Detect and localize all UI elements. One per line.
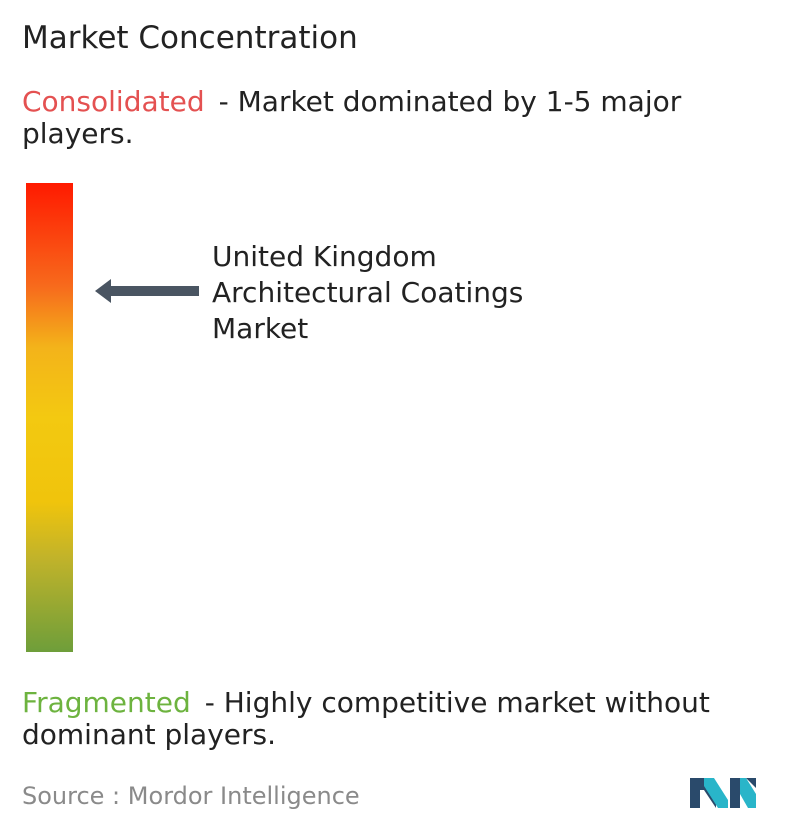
page-title: Market Concentration xyxy=(22,20,358,56)
market-label-line-1: United Kingdom xyxy=(212,240,437,273)
market-position-arrow-icon xyxy=(95,279,199,303)
market-label-line-3: Market xyxy=(212,312,309,345)
consolidated-term: Consolidated xyxy=(22,85,205,118)
mordor-intelligence-logo-icon xyxy=(690,778,756,808)
source-label: Source : xyxy=(22,782,121,810)
fragmented-term: Fragmented xyxy=(22,686,191,719)
concentration-gradient-bar xyxy=(26,183,73,652)
fragmented-text: - Highly competitive market without domi… xyxy=(22,686,710,751)
market-label-line-2: Architectural Coatings xyxy=(212,276,524,309)
source-name: Mordor Intelligence xyxy=(127,782,360,810)
source-credit: Source : Mordor Intelligence xyxy=(22,780,360,812)
consolidated-description: Consolidated - Market dominated by 1-5 ma… xyxy=(22,86,792,150)
consolidated-text: - Market dominated by 1-5 major players. xyxy=(22,85,682,150)
fragmented-description: Fragmented - Highly competitive market wi… xyxy=(22,687,792,751)
market-label: United Kingdom Architectural Coatings Ma… xyxy=(212,239,523,347)
